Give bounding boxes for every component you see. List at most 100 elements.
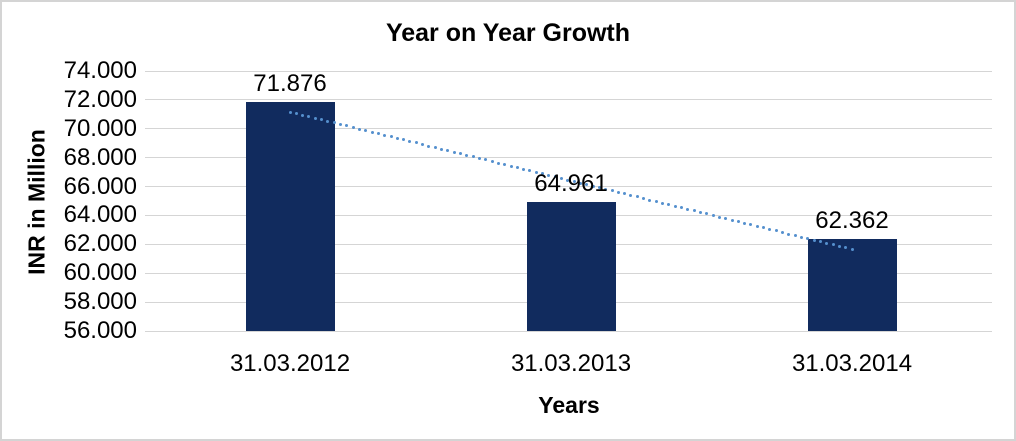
y-tick-label: 72.000 (63, 85, 137, 113)
trendline-dot (837, 244, 841, 248)
trendline-dot (541, 172, 545, 176)
gridline (145, 99, 992, 101)
trendline-dot (831, 243, 835, 247)
trendline-dot (357, 127, 361, 131)
trendline-dot (749, 223, 753, 227)
trendline-dot (503, 163, 507, 167)
trendline-dot (301, 113, 305, 117)
trendline-dot (320, 118, 324, 122)
trendline-dot (446, 149, 450, 153)
trendline-dot (471, 155, 475, 159)
trendline-dot (844, 246, 848, 250)
trendline-dot (799, 235, 803, 239)
trendline-dot (370, 130, 374, 134)
y-tick-label: 68.000 (63, 143, 137, 171)
trendline-dot (509, 164, 513, 168)
trendline-dot (705, 212, 709, 216)
trendline-dot (421, 142, 425, 146)
trendline-dot (673, 204, 677, 208)
trendline-dot (667, 203, 671, 207)
trendline-dot (654, 200, 658, 204)
trendline-dot (850, 247, 854, 251)
trendline-dot (781, 231, 785, 234)
trendline-dot (711, 214, 715, 218)
y-tick-label: 56.000 (63, 317, 137, 344)
trendline-dot (616, 190, 620, 194)
trendline-dot (452, 150, 456, 154)
trendline-dot (395, 136, 399, 140)
trendline-dot (515, 166, 519, 170)
trendline-dot (383, 133, 387, 137)
trendline-dot (755, 224, 759, 228)
trendline-dot (427, 144, 431, 148)
trendline-dot (560, 176, 564, 180)
chart-title: Year on Year Growth (385, 19, 631, 47)
trendline-dot (793, 234, 797, 238)
gridline (145, 70, 992, 72)
trendline-dot (585, 183, 589, 187)
trendline-dot (680, 206, 683, 210)
gridline (145, 330, 992, 332)
trendline-dot (806, 237, 810, 241)
bar-data-label: 62.362 (815, 207, 889, 235)
trendline-dot (496, 161, 500, 165)
trendline-dot (339, 122, 343, 126)
trendline-dot (440, 147, 444, 151)
trendline-dot (414, 141, 418, 145)
trendline-dot (376, 132, 380, 136)
trendline-dot (477, 156, 481, 160)
y-tick-label: 58.000 (63, 288, 137, 316)
trendline-dot (692, 209, 696, 213)
trendline-dot (288, 110, 292, 114)
trendline-dot (635, 195, 639, 199)
trendline-dot (717, 215, 721, 219)
trendline-dot (730, 218, 734, 222)
trendline-dot (326, 119, 330, 123)
trendline-dot (433, 146, 437, 150)
trendline-dot (768, 227, 772, 231)
trendline-dot (389, 135, 393, 139)
bar (245, 101, 335, 331)
trendline-dot (408, 139, 412, 143)
trendline-dot (762, 226, 766, 230)
x-axis-title: Years (538, 392, 600, 418)
gridline (145, 157, 992, 159)
trendline-dot (591, 184, 595, 188)
x-tick-label: 31.03.2013 (510, 350, 632, 377)
trendline-dot (642, 197, 646, 201)
gridline (145, 128, 992, 130)
trendline-dot (686, 207, 690, 211)
trendline-dot (364, 129, 368, 133)
trendline-dot (724, 217, 728, 221)
y-tick-label: 74.000 (63, 57, 137, 84)
trendline-dot (812, 238, 816, 242)
trendline-dot (825, 241, 829, 245)
trendline-dot (648, 198, 652, 202)
trendline-dot (313, 116, 317, 120)
trendline-dot (661, 201, 665, 205)
trendline-dot (566, 178, 570, 182)
trendline-dot (698, 210, 702, 214)
y-tick-label: 60.000 (63, 259, 137, 287)
trendline-dot (774, 229, 778, 233)
trendline-dot (743, 221, 747, 225)
trendline-dot (534, 170, 538, 174)
trendline-dot (629, 193, 633, 197)
y-tick-label: 62.000 (63, 230, 137, 258)
trendline-dot (458, 152, 462, 156)
trendline-dot (547, 173, 551, 177)
trendline-dot (578, 181, 582, 185)
trendline-dot (307, 115, 311, 119)
trendline-dot (465, 153, 469, 157)
bar (526, 201, 616, 331)
trendline-dot (604, 187, 608, 191)
trendline-dot (736, 220, 740, 224)
trendline-dot (787, 232, 791, 236)
trendline-dot (351, 126, 355, 129)
bar (807, 239, 897, 331)
x-tick-label: 31.03.2014 (791, 350, 913, 377)
x-tick-label: 31.03.2012 (229, 350, 351, 377)
trendline-dot (484, 158, 488, 162)
bar-data-label: 71.876 (253, 69, 327, 97)
